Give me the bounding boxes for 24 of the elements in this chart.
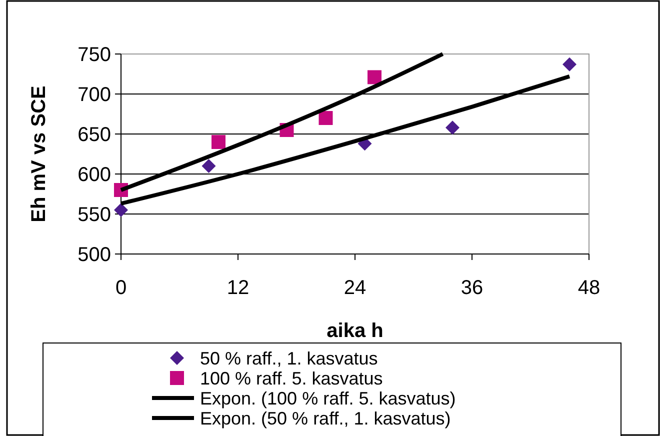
legend-label: Expon. (50 % raff., 1. kasvatus) bbox=[200, 408, 451, 428]
legend-label: 50 % raff., 1. kasvatus bbox=[200, 348, 378, 368]
point bbox=[212, 135, 226, 149]
x-tick-label: 12 bbox=[226, 277, 250, 299]
y-tick-label: 700 bbox=[78, 84, 111, 106]
x-tick-label: 48 bbox=[578, 277, 600, 299]
point bbox=[318, 111, 333, 125]
point bbox=[446, 120, 460, 135]
y-axis-title: Eh mV vs SCE bbox=[28, 86, 50, 222]
x-tick-label: 36 bbox=[460, 277, 484, 299]
point bbox=[114, 203, 128, 217]
y-tick-label: 650 bbox=[78, 124, 111, 146]
x-tick-label: 0 bbox=[115, 277, 127, 299]
y-tick-label: 750 bbox=[78, 44, 111, 66]
point bbox=[562, 57, 576, 72]
legend-label: 100 % raff. 5. kasvatus bbox=[200, 368, 383, 388]
y-tick-label: 550 bbox=[78, 204, 111, 226]
point bbox=[202, 159, 216, 173]
legend-label: Expon. (100 % raff. 5. kasvatus) bbox=[200, 388, 456, 408]
x-tick-label: 24 bbox=[344, 277, 366, 299]
y-tick-label: 600 bbox=[78, 164, 111, 186]
point bbox=[368, 70, 382, 84]
y-tick-label: 500 bbox=[78, 244, 111, 266]
x-axis-title: aika h bbox=[326, 320, 384, 342]
